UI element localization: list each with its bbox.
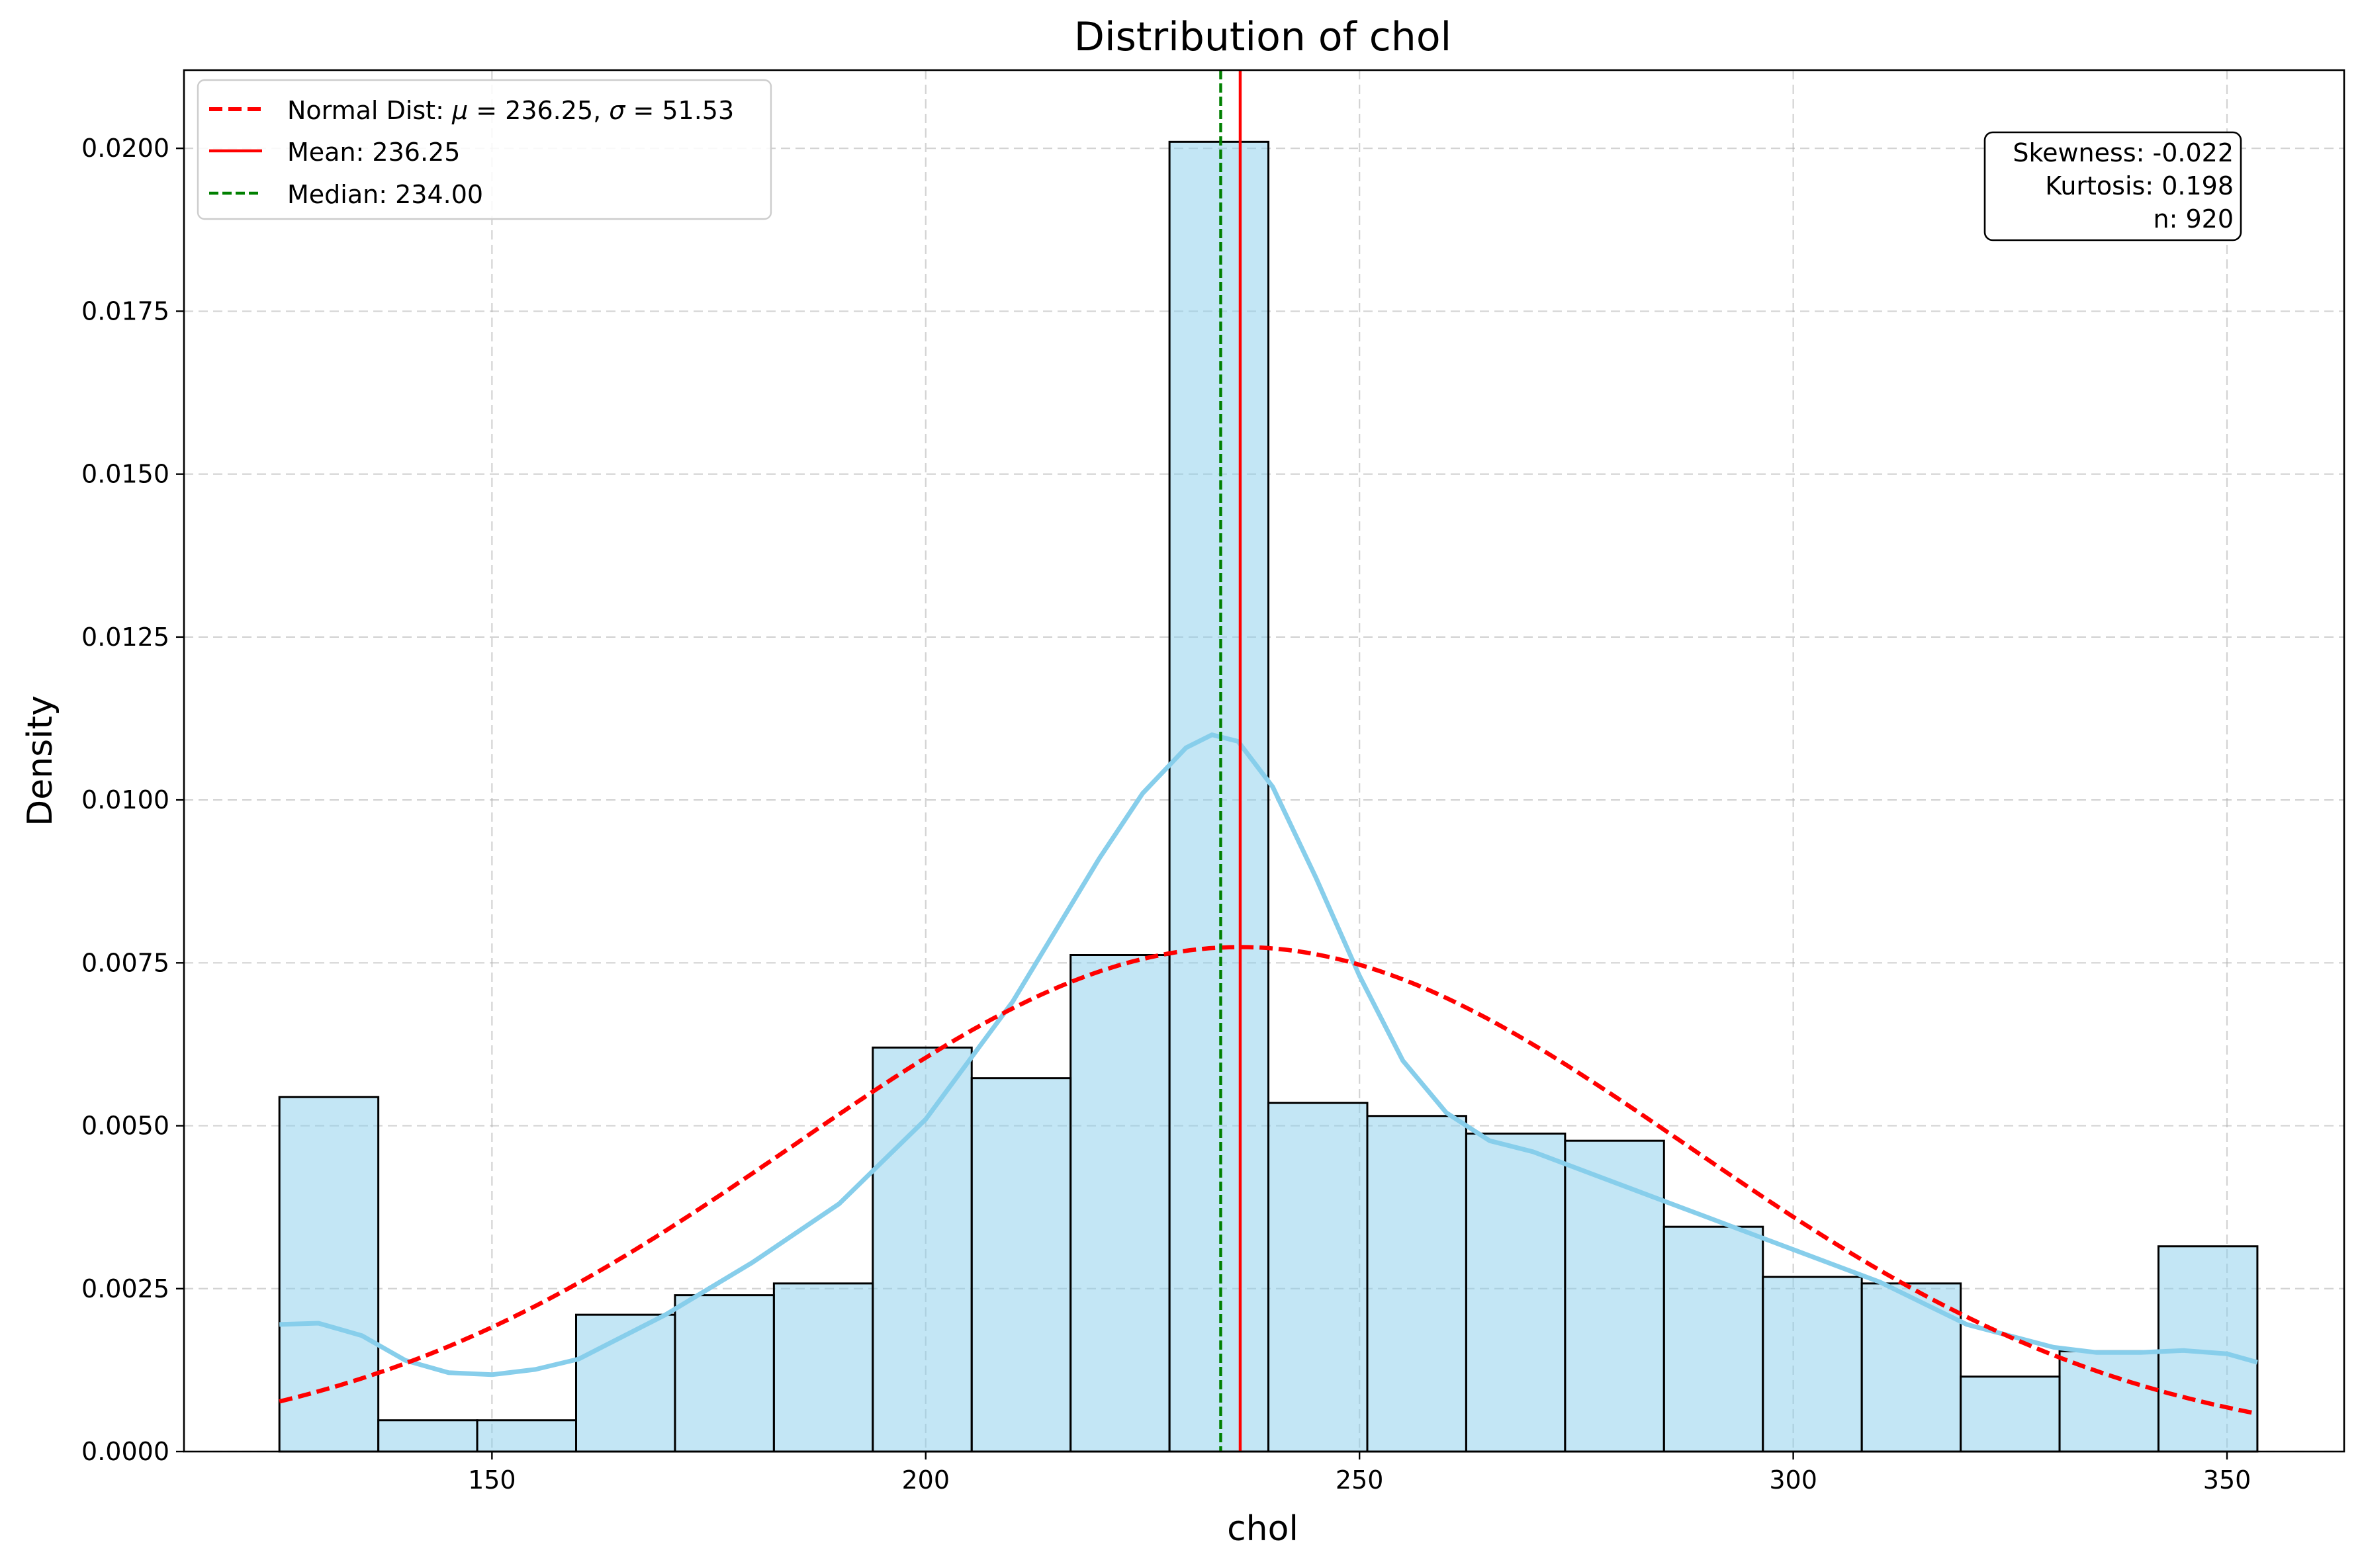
- histogram-bar-12: [1465, 1132, 1567, 1453]
- histogram-bar-10: [1267, 1102, 1369, 1453]
- legend-normal-mu-value: = 236.25,: [468, 96, 609, 125]
- x-tick-label-4: 350: [2203, 1465, 2251, 1495]
- legend-label-median: Median: 234.00: [287, 180, 483, 209]
- x-tick-label-0: 150: [468, 1465, 516, 1495]
- y-tick-label-4: 0.0100: [81, 785, 169, 814]
- histogram-bar-15: [1762, 1276, 1863, 1453]
- histogram-bars: [278, 140, 2259, 1453]
- y-tick-label-1: 0.0025: [81, 1274, 169, 1303]
- stats-box-frame: [1983, 131, 2242, 241]
- x-axis-ticks: 150 200 250 300 350: [468, 1452, 2251, 1495]
- normal-curve: [279, 945, 2258, 1416]
- stats-kurtosis: Kurtosis: 0.198: [2045, 171, 2234, 200]
- y-axis-label: Density: [21, 695, 60, 826]
- legend-normal-mu: μ: [451, 96, 468, 125]
- y-tick-label-0: 0.0000: [81, 1437, 169, 1466]
- histogram-bar-14: [1662, 1225, 1764, 1453]
- x-tick-label-1: 200: [902, 1465, 950, 1495]
- legend: Normal Dist: μ = 236.25, σ = 51.53 Mean:…: [197, 79, 772, 220]
- histogram-bar-8: [1069, 954, 1171, 1453]
- y-tick-label-7: 0.0175: [81, 296, 169, 326]
- kde-curve: [279, 732, 2258, 1377]
- stats-skewness: Skewness: -0.022: [2013, 138, 2234, 167]
- histogram-bar-18: [2058, 1350, 2159, 1453]
- histogram-bar-17: [1960, 1375, 2061, 1453]
- y-tick-label-6: 0.0150: [81, 460, 169, 489]
- histogram-bar-6: [872, 1046, 973, 1453]
- legend-normal-prefix: Normal Dist:: [287, 96, 452, 125]
- x-tick-label-2: 250: [1336, 1465, 1384, 1495]
- histogram-bar-5: [772, 1282, 874, 1453]
- histogram-bar-0: [278, 1096, 380, 1453]
- histogram-bar-7: [970, 1077, 1072, 1453]
- legend-normal-sigma: σ: [609, 96, 626, 125]
- curves-layer: [279, 70, 2258, 1452]
- histogram-bar-9: [1168, 140, 1270, 1453]
- y-tick-label-8: 0.0200: [81, 134, 169, 163]
- histogram-bar-2: [476, 1419, 578, 1453]
- legend-label-mean: Mean: 236.25: [287, 138, 460, 167]
- stats-n: n: 920: [2154, 204, 2234, 234]
- histogram-bar-13: [1564, 1139, 1665, 1453]
- y-tick-label-3: 0.0075: [81, 948, 169, 977]
- stats-box: Skewness: -0.022 Kurtosis: 0.198 n: 920: [1983, 131, 2242, 241]
- x-tick-label-3: 300: [1769, 1465, 1817, 1495]
- x-axis-label: chol: [1227, 1509, 1298, 1549]
- plot-frame: [183, 69, 2345, 1453]
- legend-label-normal: Normal Dist: μ = 236.25, σ = 51.53: [287, 96, 734, 125]
- legend-box: [197, 79, 772, 220]
- legend-normal-sigma-value: = 51.53: [625, 96, 734, 125]
- y-tick-label-2: 0.0050: [81, 1111, 169, 1141]
- histogram-bar-16: [1860, 1282, 1962, 1453]
- histogram-bar-11: [1366, 1115, 1467, 1453]
- y-axis-ticks: 0.0000 0.0025 0.0050 0.0075 0.0100 0.0125 0.01…: [81, 134, 184, 1466]
- chart-title: Distribution of chol: [1074, 14, 1451, 60]
- histogram-bar-1: [377, 1419, 478, 1453]
- y-tick-label-5: 0.0125: [81, 623, 169, 652]
- histogram-bar-4: [674, 1294, 775, 1453]
